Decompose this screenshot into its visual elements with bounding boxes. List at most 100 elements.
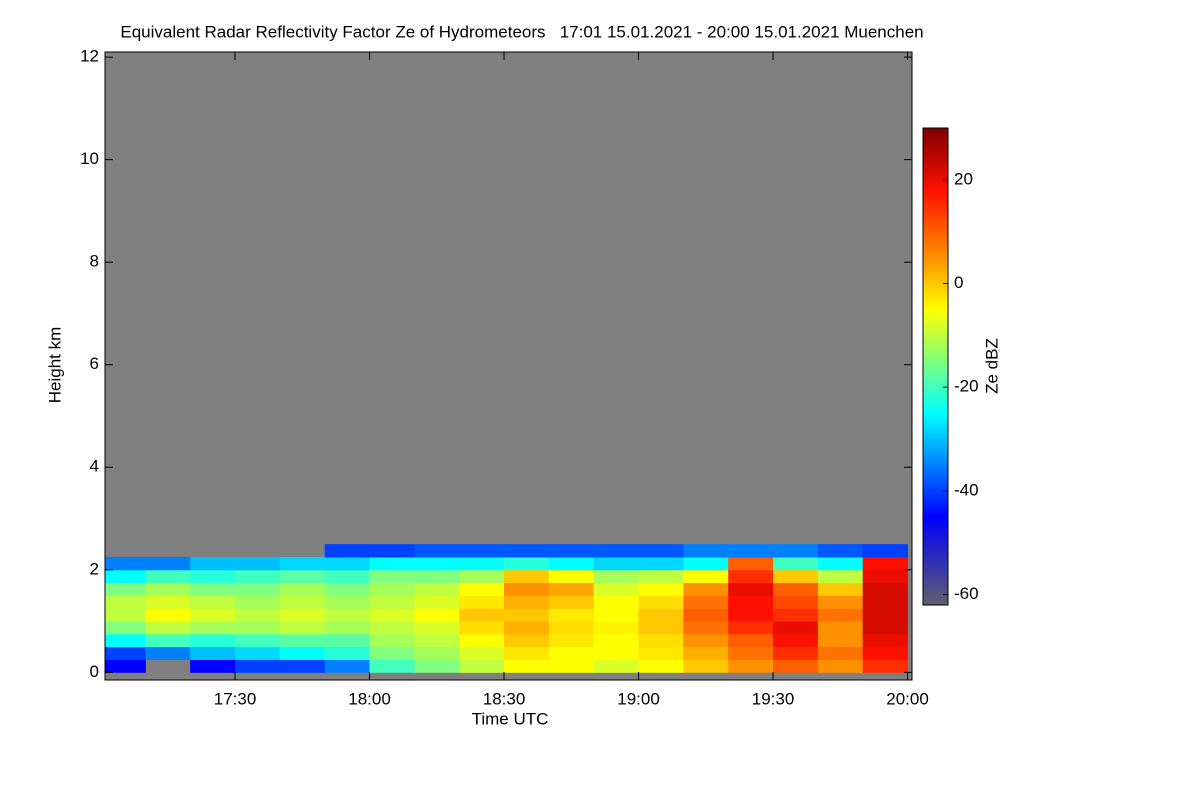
heatmap-cell — [728, 569, 774, 584]
heatmap-cell — [324, 633, 371, 648]
heatmap-cell — [862, 608, 909, 622]
heatmap-cell — [817, 659, 864, 673]
heatmap-cell — [548, 621, 595, 635]
heatmap-cell — [773, 608, 819, 622]
heatmap-cell — [862, 621, 909, 635]
heatmap-cell — [638, 633, 684, 648]
heatmap-cell — [773, 659, 819, 673]
colorbar-tick-label: -20 — [954, 377, 979, 396]
heatmap-cell — [235, 608, 281, 622]
heatmap-cell — [638, 646, 684, 660]
heatmap-cell — [279, 556, 326, 571]
heatmap-cell — [683, 544, 729, 558]
heatmap-cell — [459, 556, 505, 571]
heatmap-cell — [235, 646, 281, 660]
heatmap-cell — [459, 595, 505, 609]
heatmap-cell — [190, 659, 236, 673]
heatmap-cell — [548, 659, 595, 673]
heatmap-cell — [279, 646, 326, 660]
heatmap-cell — [414, 608, 460, 622]
heatmap-cell — [683, 556, 729, 571]
y-tick-label: 4 — [90, 457, 99, 476]
heatmap-cell — [728, 633, 774, 648]
heatmap-cell — [369, 556, 415, 571]
heatmap-cell — [235, 595, 281, 609]
heatmap-cell — [683, 569, 729, 584]
heatmap-cell — [414, 621, 460, 635]
heatmap-cell — [190, 608, 236, 622]
heatmap-cell — [324, 544, 371, 558]
heatmap-cell — [190, 582, 236, 596]
heatmap-cell — [459, 569, 505, 584]
colorbar-tick-label: 20 — [954, 169, 973, 188]
heatmap-cell — [728, 659, 774, 673]
heatmap-cell — [235, 621, 281, 635]
heatmap-cell — [369, 646, 415, 660]
heatmap-cell — [817, 569, 864, 584]
heatmap-cell — [105, 595, 146, 609]
heatmap-cell — [593, 621, 640, 635]
heatmap-cell — [504, 633, 550, 648]
heatmap-cell — [504, 569, 550, 584]
heatmap-cell — [728, 608, 774, 622]
y-axis-label: Height km — [45, 327, 64, 404]
heatmap-cell — [459, 582, 505, 596]
heatmap-cell — [728, 621, 774, 635]
heatmap-cell — [235, 659, 281, 673]
y-tick-label: 0 — [90, 662, 99, 681]
heatmap-cell — [369, 659, 415, 673]
heatmap-cell — [105, 569, 146, 584]
colorbar-tick-label: 0 — [954, 273, 963, 292]
heatmap-cell — [190, 633, 236, 648]
heatmap-cell — [862, 556, 909, 571]
heatmap-cell — [105, 608, 146, 622]
x-tick-label: 20:00 — [886, 689, 929, 708]
heatmap-cell — [414, 659, 460, 673]
heatmap-cell — [638, 659, 684, 673]
heatmap-cell — [145, 646, 191, 660]
heatmap-cell — [504, 608, 550, 622]
heatmap-cell — [190, 556, 236, 571]
heatmap-cell — [414, 569, 460, 584]
heatmap-cell — [817, 608, 864, 622]
heatmap-cell — [190, 569, 236, 584]
heatmap-cell — [105, 633, 146, 648]
heatmap-cell — [548, 582, 595, 596]
heatmap-cell — [638, 569, 684, 584]
heatmap-cell — [548, 569, 595, 584]
heatmap-cell — [638, 608, 684, 622]
heatmap-cell — [862, 582, 909, 596]
y-tick-label: 8 — [90, 252, 99, 271]
heatmap-cell — [817, 582, 864, 596]
y-tick-label: 6 — [90, 354, 99, 373]
x-tick-label: 19:30 — [752, 689, 795, 708]
heatmap-cell — [459, 633, 505, 648]
heatmap-cell — [279, 569, 326, 584]
heatmap-cell — [145, 633, 191, 648]
heatmap-cell — [414, 633, 460, 648]
heatmap-cell — [459, 659, 505, 673]
heatmap-cell — [279, 595, 326, 609]
heatmap-cell — [414, 582, 460, 596]
heatmap-cell — [638, 582, 684, 596]
heatmap-cell — [638, 556, 684, 571]
heatmap-cell — [548, 633, 595, 648]
y-tick-label: 2 — [90, 559, 99, 578]
heatmap-cell — [105, 621, 146, 635]
heatmap-cell — [145, 569, 191, 584]
heatmap-cell — [190, 595, 236, 609]
heatmap-cell — [324, 595, 371, 609]
heatmap-cell — [105, 659, 146, 673]
heatmap-cell — [145, 556, 191, 571]
colorbar-label: Ze dBZ — [982, 338, 1001, 394]
heatmap-cell — [190, 621, 236, 635]
heatmap-cell — [638, 544, 684, 558]
heatmap-cell — [862, 633, 909, 648]
heatmap-cell — [817, 544, 864, 558]
heatmap-cell — [279, 633, 326, 648]
heatmap-cell — [593, 556, 640, 571]
x-axis-label: Time UTC — [472, 709, 549, 728]
heatmap-cell — [773, 544, 819, 558]
heatmap-cell — [324, 659, 371, 673]
y-tick-label: 10 — [80, 149, 99, 168]
